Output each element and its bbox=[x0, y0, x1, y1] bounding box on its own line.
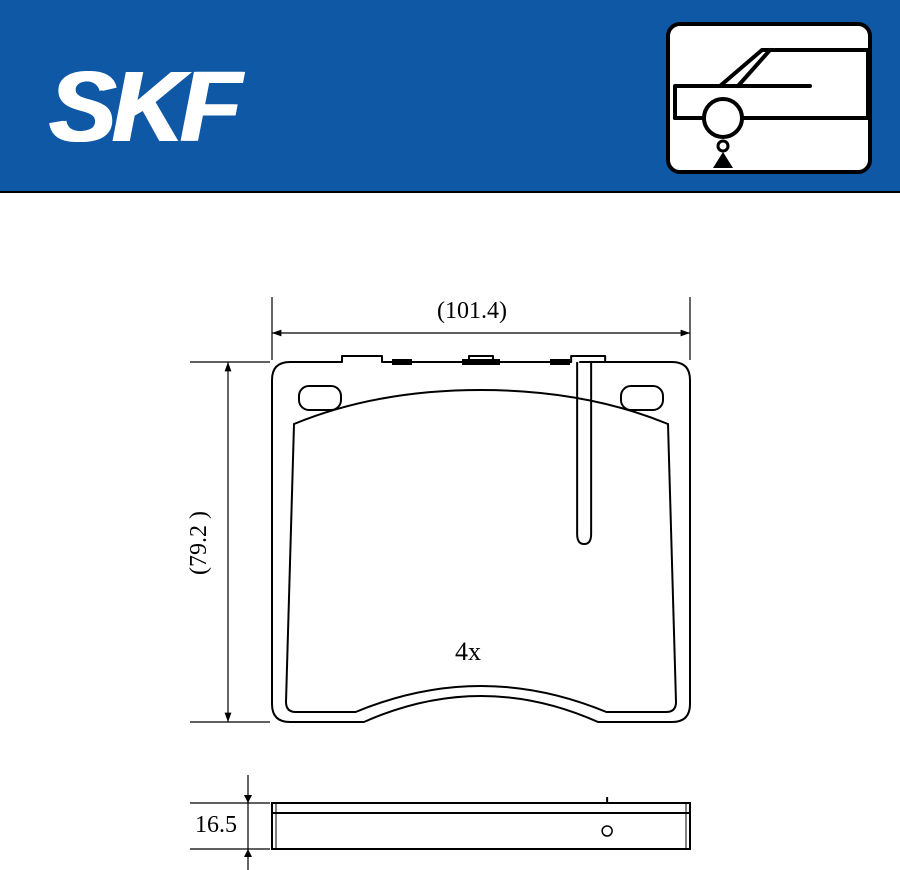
width-dimension-label: (101.4) bbox=[437, 298, 507, 325]
brake-pad-drawing bbox=[0, 0, 900, 870]
quantity-label: 4x bbox=[455, 637, 481, 667]
thickness-dimension-label: 16.5 bbox=[195, 812, 237, 839]
height-dimension-label: (79.2 ) bbox=[186, 511, 213, 575]
